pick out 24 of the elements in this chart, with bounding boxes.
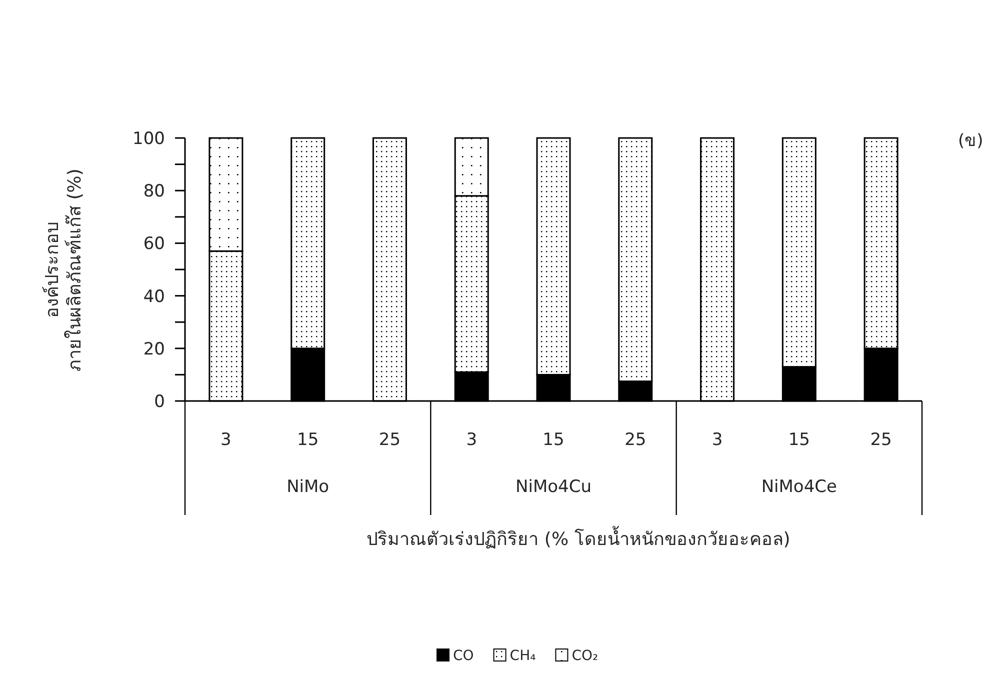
legend-label: CO [453,648,474,664]
x-tick-label: 3 [220,430,232,450]
y-tick-label: 60 [143,234,165,254]
x-tick-label: 25 [870,430,892,450]
text: NiMo4Cu [516,477,592,497]
y-tick-label: 100 [132,129,165,149]
x-tick-label: 15 [788,430,810,450]
y-tick-label: 40 [143,286,165,307]
legend-label: CH₄ [510,648,536,664]
x-tick-label: 3 [466,430,478,450]
x-tick-label: 15 [297,430,319,450]
text: NiMo4Ce [761,477,837,497]
x-tick-label: 15 [542,430,564,450]
x-axis-title: ปริมาณตัวเร่งปฏิกิริยา (% โดยน้ำหนักของกวัยอะคอล) [366,526,790,550]
legend-label: CO₂ [572,648,598,664]
y-tick-label: 0 [154,392,165,412]
y-axis-title: องค์ประกอบ ภายในผลิตภัณฑ์แก๊ส (%) [42,168,86,372]
y-tick-label: 20 [143,339,165,360]
x-tick-label: 3 [712,430,723,450]
text: (ข) [958,131,984,151]
x-tick-label: 25 [624,430,646,450]
text: NiMo [286,477,330,497]
y-tick-label: 80 [143,182,165,202]
x-tick-label: 25 [378,430,401,450]
